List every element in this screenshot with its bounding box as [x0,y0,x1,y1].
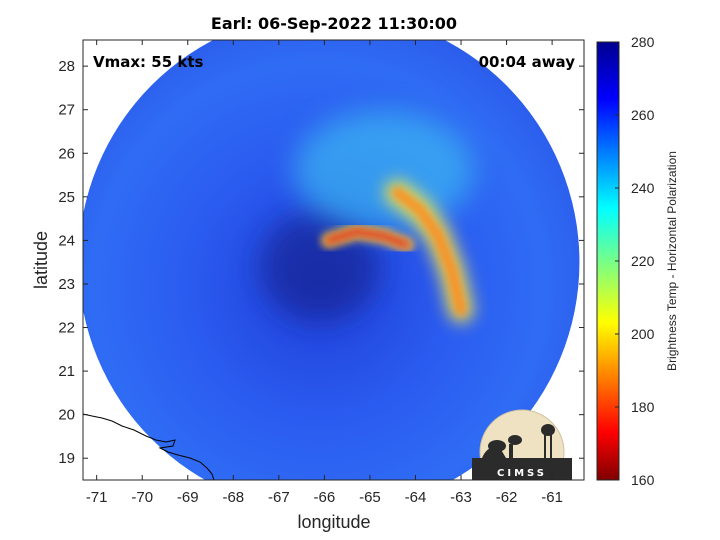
x-tick-label: -67 [268,489,290,506]
y-tick-label: 24 [58,232,75,249]
y-tick-label: 21 [58,363,75,380]
x-tick-label: -71 [86,489,108,506]
x-tick-label: -70 [131,489,153,506]
cimss-logo: CIMSS [472,409,572,480]
x-tick-label: -63 [450,489,472,506]
x-tick-label: -61 [541,489,563,506]
y-tick-label: 19 [58,450,75,467]
x-tick-label: -69 [177,489,199,506]
y-tick-label: 27 [58,102,75,119]
colorbar-tick-label: 200 [631,326,655,342]
y-tick-label: 20 [58,407,75,424]
cold-core-west [325,228,410,249]
colorbar-tick-label: 220 [631,253,655,269]
y-tick-label: 25 [58,189,75,206]
chart-title: Earl: 06-Sep-2022 11:30:00 [211,14,457,33]
x-tick-label: -68 [222,489,244,506]
colorbar-ticks: 160 180 200 220 240 260 280 [615,34,655,488]
y-tick-label: 26 [58,145,75,162]
y-tick-label: 23 [58,276,75,293]
logo-text: CIMSS [497,468,547,479]
y-tick-label: 28 [58,58,75,75]
y-axis: 19 20 21 22 23 24 25 26 27 28 [58,58,584,467]
colorbar-tick-label: 260 [631,107,655,123]
time-away-annotation: 00:04 away [479,53,576,71]
x-tick-label: -62 [496,489,518,506]
y-axis-label: latitude [31,231,51,289]
x-tick-label: -64 [405,489,427,506]
x-axis: -71 -70 -69 -68 -67 -66 -65 -64 -63 -62 -61 [86,40,563,506]
x-axis-label: longitude [297,512,370,532]
cyan-outer-band [293,110,474,231]
y-tick-label: 22 [58,320,75,337]
colorbar-tick-label: 180 [631,399,655,415]
axes-frame [82,39,585,481]
x-tick-label: -65 [359,489,381,506]
x-tick-label: -66 [314,489,336,506]
colorbar-tick-label: 160 [631,472,655,488]
colorbar-label: Brightness Temp - Horizontal Polarizatio… [665,151,679,371]
colorbar-tick-label: 280 [631,34,655,50]
microwave-swath [83,40,580,480]
cold-band-east [391,187,467,316]
vmax-annotation: Vmax: 55 kts [93,53,203,71]
coastline [83,413,215,480]
colorbar-tick-label: 240 [631,180,655,196]
